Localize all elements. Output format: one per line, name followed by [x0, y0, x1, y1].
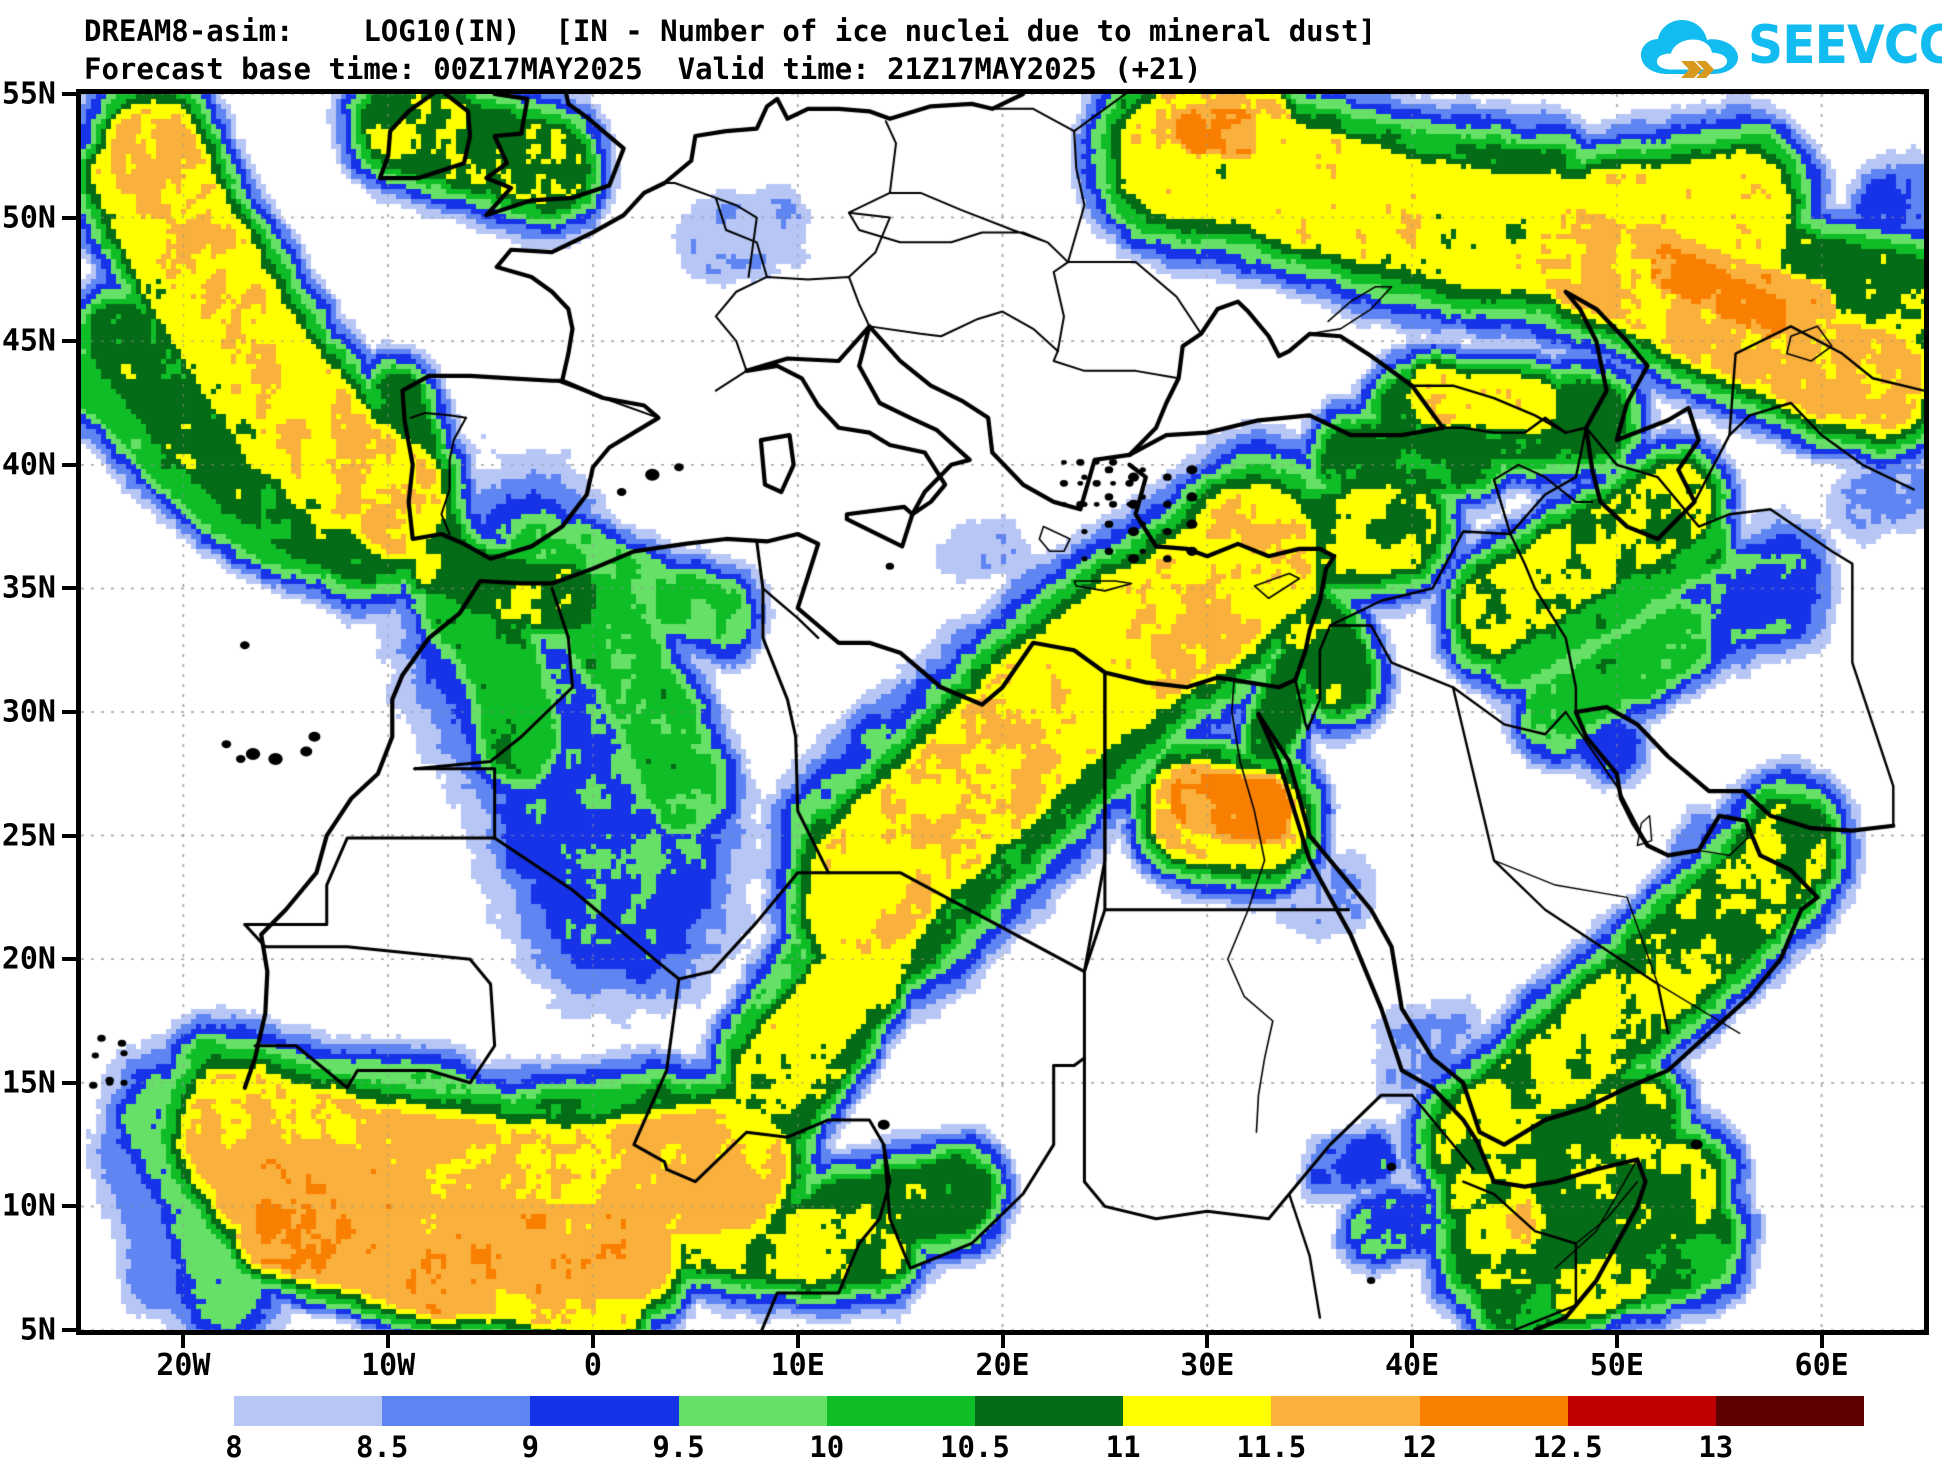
colorbar-tick-label: 12 — [1401, 1430, 1437, 1464]
seevccc-logo: SEEVCCC — [1638, 14, 1942, 80]
colorbar-segment — [1567, 1396, 1716, 1426]
longitude-tick-label: 0 — [583, 1348, 602, 1383]
latitude-tick-label: 55N — [1, 76, 56, 112]
colorbar-segment — [382, 1396, 531, 1426]
colorbar — [234, 1396, 1865, 1426]
latitude-tick — [62, 957, 76, 962]
chart-title-line-1: DREAM8-asim: LOG10(IN) [IN - Number of i… — [84, 14, 1377, 48]
longitude-tick — [386, 1335, 391, 1348]
longitude-tick-label: 10E — [770, 1348, 825, 1383]
cloud-with-arrow-icon — [1641, 20, 1738, 78]
colorbar-segment — [1419, 1396, 1568, 1426]
latitude-tick — [62, 833, 76, 838]
latitude-tick-label: 20N — [1, 941, 56, 977]
latitude-tick — [62, 710, 76, 714]
latitude-tick — [62, 1204, 76, 1209]
latitude-tick-label: 35N — [1, 570, 56, 606]
chart-title-line-2: Forecast base time: 00Z17MAY2025 Valid t… — [84, 52, 1202, 86]
colorbar-tick-label: 8.5 — [355, 1430, 409, 1464]
colorbar-tick-label: 8 — [225, 1430, 243, 1464]
longitude-tick — [1614, 1335, 1619, 1348]
longitude-tick — [1819, 1335, 1824, 1348]
longitude-tick — [590, 1335, 595, 1348]
colorbar-tick-label: 9 — [521, 1430, 540, 1464]
longitude-tick — [1000, 1335, 1005, 1348]
dust-concentration-map — [81, 94, 1924, 1330]
latitude-tick — [62, 1328, 76, 1332]
latitude-tick — [62, 339, 76, 344]
colorbar-segment — [826, 1396, 975, 1426]
colorbar-tick-label: 11 — [1105, 1430, 1141, 1464]
map-plot-area — [76, 89, 1929, 1335]
latitude-tick-label: 25N — [1, 818, 56, 854]
colorbar-segment — [1123, 1396, 1272, 1426]
latitude-tick-label: 45N — [1, 323, 56, 359]
colorbar-segment — [530, 1396, 679, 1426]
colorbar-segment — [1271, 1396, 1420, 1426]
latitude-tick — [62, 1080, 76, 1085]
colorbar-tick-label: 10 — [809, 1430, 845, 1464]
colorbar-segment — [234, 1396, 383, 1426]
chart-header: DREAM8-asim: LOG10(IN) [IN - Number of i… — [0, 0, 1942, 92]
latitude-tick — [62, 462, 76, 467]
latitude-tick — [62, 92, 76, 96]
colorbar-segment — [678, 1396, 827, 1426]
longitude-tick — [181, 1335, 186, 1348]
longitude-tick-label: 20W — [156, 1348, 211, 1383]
latitude-tick-label: 30N — [1, 694, 56, 730]
colorbar-tick-label: 11.5 — [1236, 1430, 1307, 1464]
colorbar-tick-label: 10.5 — [939, 1430, 1010, 1464]
colorbar-tick-label: 12.5 — [1532, 1430, 1603, 1464]
latitude-tick — [62, 586, 76, 591]
longitude-tick — [795, 1335, 800, 1348]
latitude-tick — [62, 215, 76, 220]
longitude-tick-label: 50E — [1589, 1348, 1644, 1383]
latitude-tick-label: 10N — [1, 1188, 56, 1224]
colorbar-gradient — [234, 1396, 1865, 1426]
latitude-tick-label: 40N — [1, 447, 56, 483]
longitude-tick-label: 60E — [1794, 1348, 1849, 1383]
latitude-tick-label: 5N — [19, 1312, 56, 1348]
longitude-tick — [1410, 1335, 1415, 1348]
colorbar-segment — [974, 1396, 1124, 1426]
colorbar-tick-label: 9.5 — [652, 1430, 705, 1464]
longitude-tick-label: 20E — [975, 1348, 1030, 1383]
longitude-tick — [1205, 1335, 1210, 1348]
logo-text: SEEVCCC — [1748, 15, 1942, 76]
longitude-tick-label: 40E — [1384, 1348, 1440, 1383]
longitude-tick-label: 30E — [1180, 1348, 1235, 1383]
colorbar-segment — [1715, 1396, 1865, 1426]
longitude-tick-label: 10W — [361, 1348, 416, 1383]
colorbar-tick-label: 13 — [1698, 1430, 1734, 1464]
latitude-tick-label: 15N — [1, 1065, 56, 1101]
latitude-tick-label: 50N — [1, 200, 56, 236]
